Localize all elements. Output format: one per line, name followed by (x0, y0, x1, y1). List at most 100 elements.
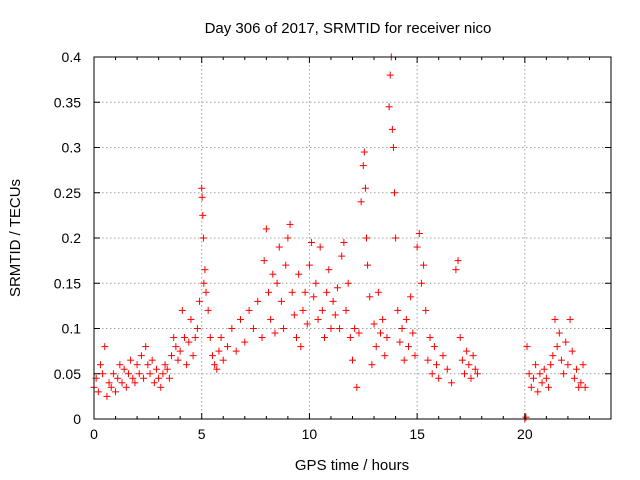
data-point (290, 311, 298, 319)
data-point (386, 71, 394, 79)
data-point (310, 293, 318, 301)
data-point (118, 379, 126, 387)
data-point (124, 370, 132, 378)
data-point (180, 334, 188, 342)
data-point (333, 284, 341, 292)
data-point (200, 279, 208, 287)
data-point (400, 356, 408, 364)
data-point (187, 315, 195, 323)
data-point (199, 211, 207, 219)
data-point (258, 334, 266, 342)
data-point (215, 347, 223, 355)
data-point (355, 329, 363, 337)
data-point (280, 325, 288, 332)
data-point (241, 338, 249, 346)
data-point (284, 234, 292, 242)
data-point (428, 370, 436, 378)
data-point (150, 379, 158, 387)
data-point (99, 370, 107, 378)
data-point (372, 343, 380, 351)
data-point (217, 334, 225, 342)
data-point (101, 343, 109, 351)
data-point (152, 365, 160, 373)
data-point (264, 288, 272, 296)
data-point (189, 352, 197, 360)
data-point (413, 243, 421, 251)
data-point (232, 347, 240, 355)
data-point (463, 347, 471, 355)
data-point (562, 338, 570, 346)
data-point (172, 343, 180, 351)
data-points (90, 53, 589, 423)
data-point (254, 297, 262, 305)
data-point (297, 343, 305, 351)
data-point (133, 361, 141, 369)
data-point (131, 379, 139, 387)
data-point (112, 388, 120, 396)
data-point (183, 361, 191, 369)
data-point (159, 370, 167, 378)
data-point (340, 239, 348, 247)
data-point (260, 257, 268, 265)
y-tick-label: 0.15 (54, 275, 81, 291)
data-point (137, 352, 145, 360)
data-point (557, 356, 565, 364)
data-point (331, 311, 339, 319)
data-point (396, 338, 404, 346)
data-point (573, 365, 581, 373)
data-point (312, 279, 320, 287)
data-point (469, 352, 477, 360)
data-point (377, 329, 385, 337)
y-tick-label: 0.4 (62, 49, 82, 65)
data-point (465, 361, 473, 369)
data-point (581, 383, 589, 391)
data-point (577, 379, 585, 387)
data-point (198, 184, 206, 192)
data-point (417, 279, 425, 287)
data-point (219, 356, 227, 364)
data-point (564, 361, 572, 369)
data-point (338, 252, 346, 260)
y-tick-label: 0 (73, 411, 81, 427)
data-point (522, 413, 530, 421)
y-tick-label: 0.1 (62, 321, 82, 337)
data-point (370, 320, 378, 328)
data-point (405, 343, 413, 351)
data-point (525, 370, 533, 378)
data-point (249, 325, 257, 332)
data-point (199, 234, 207, 242)
data-point (168, 352, 176, 360)
data-point (534, 388, 542, 396)
data-point (426, 334, 434, 342)
data-point (142, 343, 150, 351)
data-point (422, 306, 430, 314)
data-point (198, 193, 206, 201)
data-point (523, 343, 531, 351)
data-point (116, 361, 124, 369)
data-point (456, 334, 464, 342)
data-point (228, 325, 236, 332)
data-point (439, 352, 447, 360)
data-point (349, 356, 356, 364)
data-point (536, 370, 544, 378)
data-point (224, 343, 232, 351)
data-point (275, 243, 283, 251)
data-point (411, 352, 419, 360)
data-point (549, 352, 557, 360)
data-point (196, 297, 204, 305)
data-point (424, 356, 432, 364)
x-tick-label: 10 (302, 426, 318, 442)
data-point (402, 315, 410, 323)
data-point (443, 365, 451, 373)
data-point (295, 270, 303, 278)
data-point (467, 374, 475, 382)
data-point (146, 370, 154, 378)
chart-title: Day 306 of 2017, SRMTID for receiver nic… (205, 20, 492, 37)
data-point (211, 361, 219, 369)
data-point (202, 288, 210, 296)
data-point (430, 343, 438, 351)
data-point (96, 361, 104, 369)
data-point (323, 288, 331, 296)
data-point (547, 361, 555, 369)
